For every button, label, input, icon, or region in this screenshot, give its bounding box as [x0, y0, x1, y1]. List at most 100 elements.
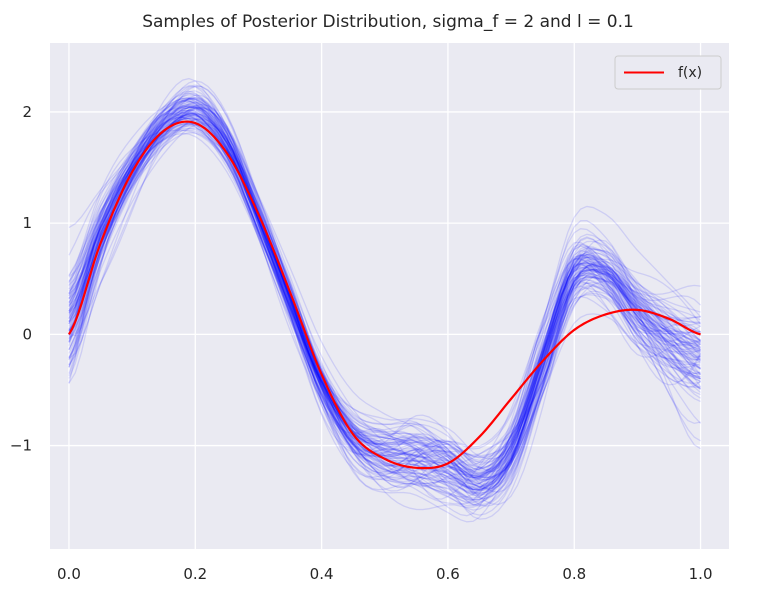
posterior-sample-line [68, 97, 701, 465]
posterior-sample-line [68, 114, 701, 491]
true-function-series [67, 120, 701, 470]
posterior-sample-line [68, 106, 701, 479]
y-tick-label: 0 [22, 325, 32, 343]
posterior-sample-line [68, 97, 701, 459]
posterior-sample-line [68, 123, 701, 503]
posterior-sample-line [68, 103, 701, 480]
posterior-sample-line [68, 107, 702, 478]
posterior-sample-line [68, 115, 701, 481]
x-tick-label: 0.0 [57, 565, 81, 583]
posterior-sample-line [68, 122, 701, 488]
posterior-sample-line [68, 99, 701, 473]
posterior-sample-line [68, 103, 702, 488]
grid-lines [50, 43, 729, 549]
posterior-samples [68, 77, 702, 523]
posterior-sample-line [68, 80, 701, 475]
posterior-sample-line [68, 132, 702, 516]
posterior-sample-line [68, 108, 702, 496]
posterior-sample-line [68, 84, 701, 458]
posterior-sample-line [68, 104, 701, 479]
posterior-sample-line [68, 112, 701, 489]
posterior-sample-line [68, 90, 701, 472]
legend-label-f-x: f(x) [678, 65, 702, 81]
posterior-sample-line [68, 96, 701, 456]
x-tick-label: 0.2 [183, 565, 207, 583]
posterior-sample-line [68, 97, 701, 460]
posterior-sample-line [68, 94, 701, 463]
posterior-sample-line [68, 109, 701, 479]
chart-title: Samples of Posterior Distribution, sigma… [142, 12, 634, 32]
posterior-sample-line [68, 97, 701, 471]
posterior-sample-line [68, 109, 701, 484]
posterior-sample-line [68, 104, 701, 477]
f-x-line [67, 120, 701, 470]
posterior-sample-line [68, 112, 701, 491]
posterior-sample-line [68, 118, 701, 493]
posterior-sample-line [68, 113, 701, 505]
posterior-sample-line [68, 98, 701, 478]
posterior-sample-line [68, 100, 701, 488]
posterior-sample-line [68, 92, 701, 464]
x-tick-label: 0.6 [436, 565, 460, 583]
posterior-sample-line [68, 114, 701, 492]
posterior-sample-line [68, 122, 701, 507]
posterior-sample-line [68, 127, 701, 506]
posterior-sample-line [68, 117, 701, 479]
posterior-sample-line [68, 100, 701, 482]
posterior-sample-line [68, 116, 701, 485]
posterior-sample-line [68, 77, 701, 467]
posterior-sample-line [68, 85, 701, 467]
posterior-sample-line [68, 106, 701, 517]
posterior-sample-line [68, 112, 702, 500]
legend: f(x) [614, 55, 722, 90]
posterior-sample-line [68, 127, 701, 501]
posterior-sample-line [68, 112, 701, 491]
posterior-sample-line [68, 101, 701, 458]
posterior-sample-line [68, 94, 701, 473]
posterior-sample-line [68, 129, 702, 507]
legend-box [614, 55, 722, 90]
posterior-sample-line [68, 105, 701, 475]
posterior-sample-line [68, 101, 701, 487]
x-tick-label: 0.8 [562, 565, 586, 583]
posterior-sample-line [68, 111, 701, 498]
posterior-sample-line [68, 115, 701, 495]
x-tick-label: 0.4 [310, 565, 334, 583]
posterior-sample-line [68, 123, 701, 504]
posterior-sample-line [68, 124, 701, 506]
posterior-sample-line [68, 118, 701, 494]
posterior-sample-line [68, 121, 701, 501]
posterior-sample-line [68, 93, 701, 481]
plot-background [50, 43, 729, 549]
posterior-sample-line [68, 123, 702, 511]
posterior-sample-line [68, 123, 701, 523]
posterior-sample-line [68, 109, 701, 491]
y-tick-label: −1 [10, 437, 32, 455]
posterior-sample-line [68, 90, 702, 480]
posterior-sample-line [68, 114, 701, 490]
posterior-sample-line [68, 111, 701, 488]
posterior-sample-line [68, 96, 702, 472]
posterior-sample-line [68, 106, 701, 485]
y-tick-label: 2 [22, 103, 32, 121]
x-tick-labels: 0.0 0.2 0.4 0.6 0.8 1.0 [57, 565, 712, 583]
posterior-sample-line [68, 105, 701, 459]
posterior-sample-line [68, 103, 701, 473]
posterior-sample-line [68, 85, 701, 479]
posterior-sample-line [68, 132, 702, 520]
posterior-sample-line [68, 129, 702, 506]
posterior-sample-line [68, 122, 701, 485]
posterior-sample-line [68, 106, 701, 482]
posterior-sample-line [68, 119, 701, 496]
posterior-sample-line [68, 102, 702, 475]
posterior-sample-line [68, 116, 701, 501]
x-tick-label: 1.0 [689, 565, 713, 583]
posterior-sample-line [68, 111, 702, 500]
posterior-sample-line [68, 125, 701, 511]
posterior-sample-line [68, 118, 702, 507]
y-tick-labels: −1 0 1 2 [10, 103, 32, 455]
posterior-sample-line [68, 97, 701, 474]
posterior-sample-line [68, 98, 701, 471]
posterior-sample-line [68, 113, 701, 494]
